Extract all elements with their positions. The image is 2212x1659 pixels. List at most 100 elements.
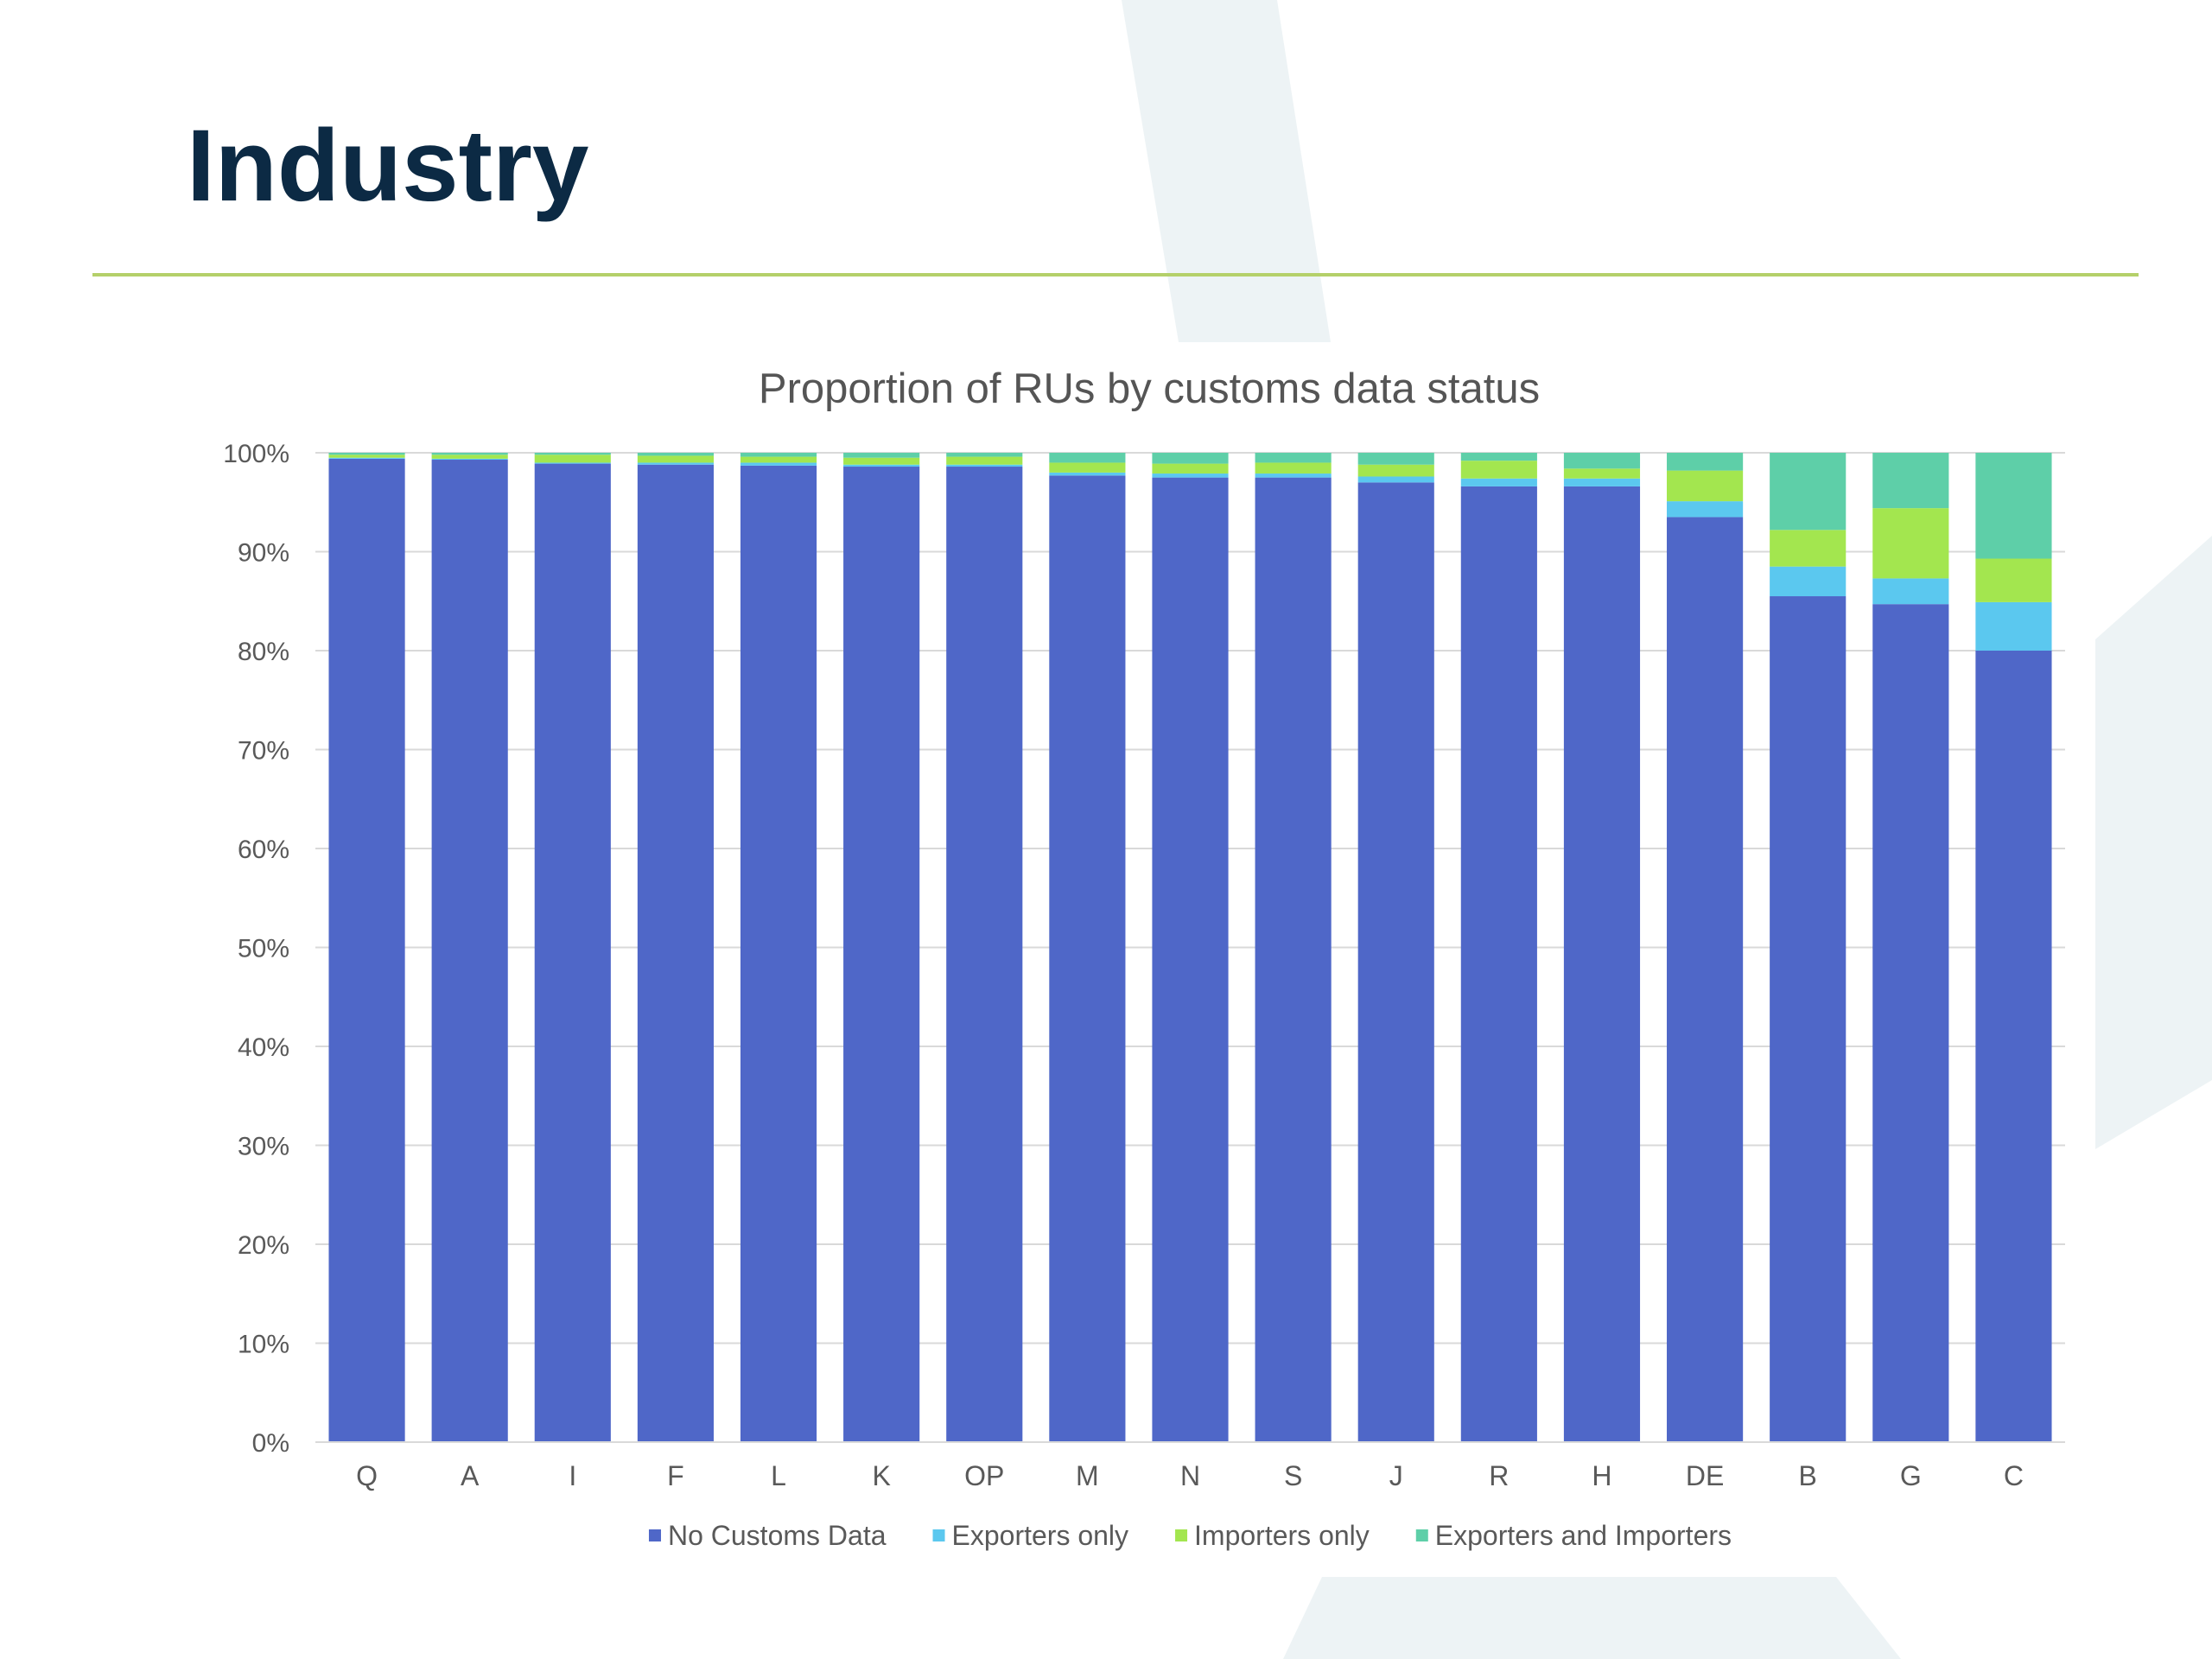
bar-segment (534, 462, 611, 464)
decor-shape-right (2095, 536, 2212, 1149)
decor-shape-bottom (1283, 1577, 1901, 1659)
bar-segment (740, 456, 817, 463)
legend-item: Importers only (1175, 1520, 1370, 1551)
bar-segment (1770, 566, 1847, 597)
bar-segment (431, 460, 508, 1442)
x-tick-label: S (1284, 1460, 1302, 1491)
bar-segment (843, 457, 920, 465)
bar-segment (1357, 482, 1434, 1442)
bar-segment (1667, 453, 1744, 471)
bar-segment (328, 458, 405, 1442)
bar-segment (1255, 477, 1332, 1442)
decor-stripe-top (1122, 0, 1331, 342)
bar-segment (1049, 453, 1126, 463)
bar-segment (1770, 453, 1847, 531)
bar-segment (740, 465, 817, 1442)
x-tick-label: I (569, 1460, 576, 1491)
bar-segment (1667, 517, 1744, 1442)
x-tick-label: N (1180, 1460, 1200, 1491)
bar-segment (1667, 501, 1744, 518)
bar-segment (1152, 477, 1229, 1442)
bar-segment (1563, 468, 1641, 479)
bar-segment (1563, 453, 1641, 469)
x-tick-label: L (771, 1460, 786, 1491)
bar-segment (1872, 578, 1949, 605)
bar-segment (1460, 461, 1537, 479)
legend-label: Importers only (1194, 1520, 1370, 1551)
bar-segment (637, 455, 714, 463)
bar-segment (1975, 558, 2052, 602)
legend-swatch (1175, 1529, 1188, 1541)
x-tick-label: DE (1686, 1460, 1724, 1491)
bar-segment (1563, 486, 1641, 1443)
x-axis: Q A I F L K OP M N S J R H DE B G C (315, 1441, 2065, 1491)
y-tick-label: 90% (238, 539, 289, 568)
bar-segment (740, 462, 817, 466)
legend-label: Exporters only (952, 1520, 1129, 1551)
bar-segment (637, 462, 714, 465)
bars (328, 453, 2052, 1443)
bar-segment (1872, 453, 1949, 509)
x-tick-label: M (1076, 1460, 1099, 1491)
legend-swatch (932, 1529, 945, 1541)
y-tick-label: 30% (238, 1133, 289, 1161)
bar-segment (946, 453, 1023, 457)
bar-segment (1049, 472, 1126, 476)
y-tick-label: 10% (238, 1331, 289, 1359)
bar-segment (1872, 508, 1949, 579)
bar-segment (946, 467, 1023, 1442)
bar-segment (1460, 453, 1537, 461)
legend-label: No Customs Data (668, 1520, 887, 1551)
x-tick-label: H (1592, 1460, 1611, 1491)
bar-segment (1152, 463, 1229, 474)
bar-segment (1975, 651, 2052, 1442)
y-axis: 0% 10% 20% 30% 40% 50% 60% 70% 80% 90% 100% (223, 440, 289, 1458)
x-tick-label: F (667, 1460, 684, 1491)
bar-segment (1460, 478, 1537, 486)
y-tick-label: 80% (238, 638, 289, 666)
bar-segment (1770, 530, 1847, 567)
bar-segment (1563, 478, 1641, 486)
bar-segment (637, 464, 714, 1442)
bar-segment (1357, 453, 1434, 465)
legend-item: No Customs Data (648, 1520, 887, 1551)
title-divider (92, 273, 2139, 276)
bar-segment (431, 453, 508, 455)
y-tick-label: 40% (238, 1033, 289, 1062)
bar-segment (328, 457, 405, 459)
bar-segment (1255, 462, 1332, 474)
bar-segment (431, 454, 508, 459)
y-tick-label: 100% (223, 440, 289, 468)
bar-segment (843, 453, 920, 458)
x-tick-label: C (2004, 1460, 2024, 1491)
legend: No Customs Data Exporters only Importers o… (648, 1520, 1732, 1551)
x-tick-label: B (1799, 1460, 1817, 1491)
legend-item: Exporters and Importers (1415, 1520, 1732, 1551)
bar-segment (1872, 604, 1949, 1442)
bar-segment (1975, 453, 2052, 559)
bar-segment (534, 453, 611, 455)
legend-item: Exporters only (932, 1520, 1129, 1551)
bar-segment (1770, 596, 1847, 1442)
bar-segment (534, 454, 611, 463)
bar-segment (843, 467, 920, 1442)
y-tick-label: 20% (238, 1231, 289, 1260)
bar-segment (431, 458, 508, 461)
slide-title: Industry (187, 109, 589, 223)
chart-title: Proportion of RUs by customs data status (759, 365, 1540, 412)
bar-segment (1049, 475, 1126, 1443)
bar-segment (1255, 453, 1332, 463)
y-tick-label: 60% (238, 836, 289, 864)
bar-segment (1975, 601, 2052, 651)
x-tick-label: A (461, 1460, 480, 1491)
bar-segment (843, 464, 920, 467)
bar-segment (946, 464, 1023, 467)
bar-segment (1357, 476, 1434, 483)
legend-swatch (648, 1529, 661, 1541)
bar-segment (946, 456, 1023, 465)
x-tick-label: Q (356, 1460, 378, 1491)
bar-segment (1460, 486, 1537, 1443)
y-tick-label: 70% (238, 737, 289, 766)
